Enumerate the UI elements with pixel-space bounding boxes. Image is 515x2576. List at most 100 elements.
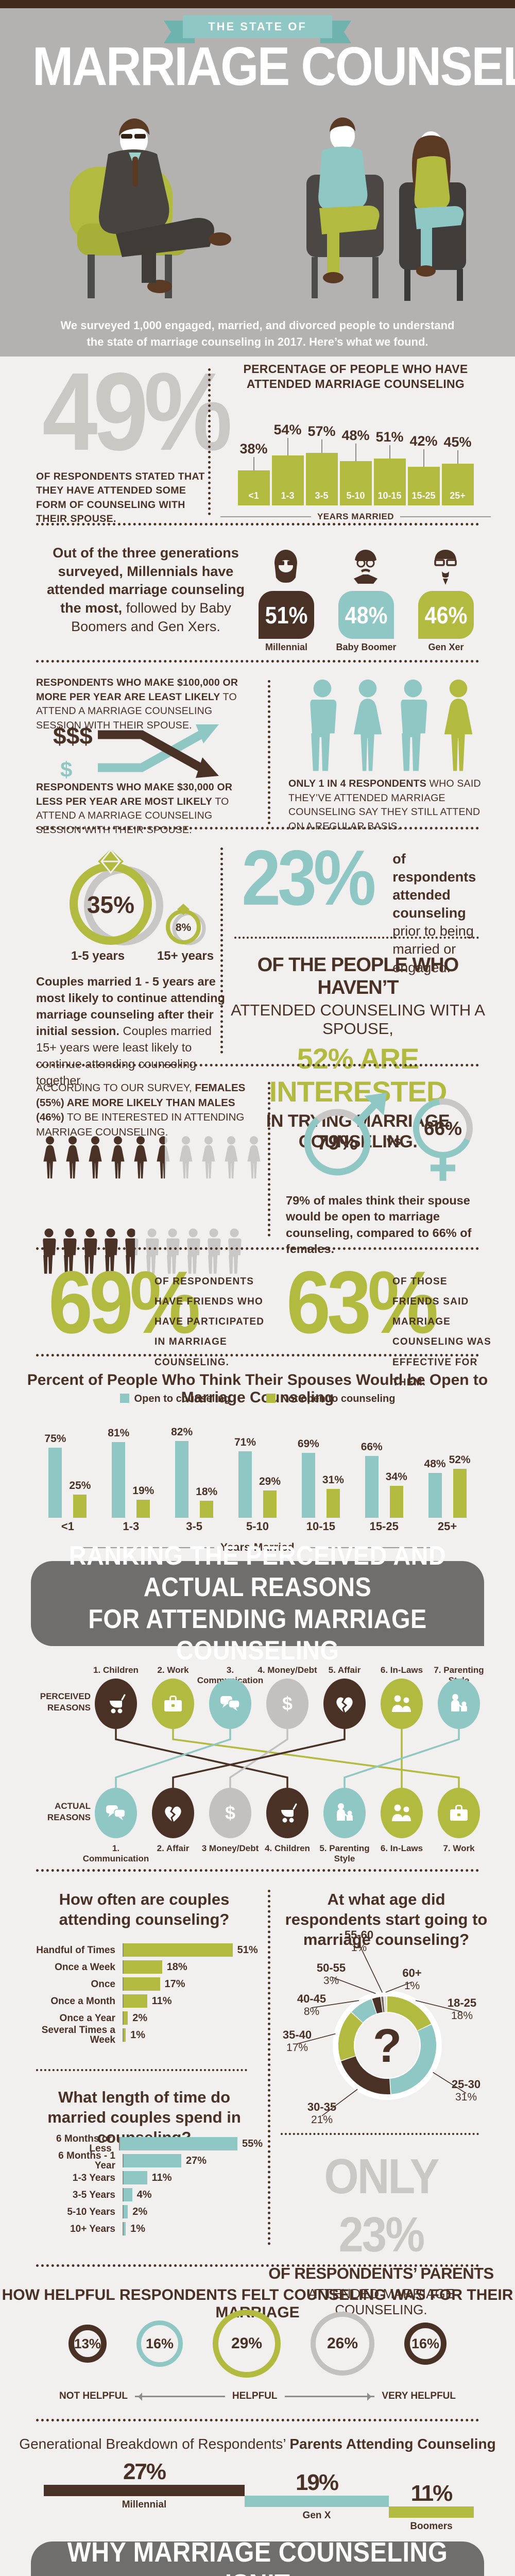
briefcase-icon: [152, 1679, 194, 1729]
svg-text:vs.: vs.: [387, 1134, 405, 1148]
svg-text:18%: 18%: [451, 2010, 473, 2022]
question-mark: ?: [373, 2020, 402, 2072]
generation-card-label: Gen Xer: [428, 642, 464, 652]
inlaws-icon: [381, 1788, 423, 1838]
divider: [268, 680, 270, 824]
ring-small-label: 15+ years: [157, 949, 214, 963]
legend: Open to counseling Not open to counseling: [0, 1393, 515, 1405]
connector-line: [172, 1729, 346, 1788]
divider: [36, 523, 479, 526]
actual-reason-label: 1. Communication: [82, 1843, 149, 1863]
actual-reason-label: 7. Work: [443, 1843, 475, 1853]
gender-text: ACCORDING TO OUR SURVEY, FEMALES (55%) A…: [36, 1082, 246, 1139]
man-icon: [102, 1228, 119, 1275]
parents-bar-label: Millennial: [122, 2499, 167, 2510]
bar: 54% 1-3: [271, 422, 304, 505]
bar-row: 6 Months or Less 55%: [56, 2133, 263, 2154]
stat-23-block: 23% of respondents attended counseling p…: [234, 834, 492, 977]
parents-bar-label: Gen X: [302, 2510, 331, 2521]
man-icon: [305, 679, 339, 773]
bar-group: 48% 52%: [416, 1417, 479, 1518]
bar-row: Once a Week 18%: [36, 1960, 263, 1974]
stat-23-value: 23%: [242, 834, 376, 922]
woman-icon: [244, 1136, 264, 1179]
scale-not-helpful: NOT HELPFUL: [59, 2391, 128, 2401]
heart-icon: [152, 1788, 194, 1838]
generation-card: 46%: [418, 591, 474, 639]
chart-title: PERCENTAGE OF PEOPLE WHO HAVE ATTENDED M…: [243, 362, 468, 391]
stat-69-value: 69%: [48, 1253, 200, 1352]
donut-segment: [338, 1996, 436, 2094]
man-icon: [81, 1228, 99, 1275]
woman-icon: [199, 1136, 218, 1179]
bar-group: 82% 18%: [163, 1417, 226, 1518]
bar-group: 69% 31%: [289, 1417, 352, 1518]
ribbon-label: THE STATE OF: [208, 20, 307, 33]
stat-49-value: 49%: [42, 349, 232, 473]
header: THE STATE OF MARRIAGE COUNSELING: [0, 8, 515, 357]
svg-text:8%: 8%: [176, 922, 192, 934]
connector-line: [115, 1729, 231, 1788]
woman-icon: [221, 1136, 241, 1179]
generation-cards: 51% Millennial 48% Baby Boomer 46% Gen Xer: [252, 536, 489, 661]
bar-group: 81% 19%: [99, 1417, 163, 1518]
svg-text:$: $: [282, 1693, 293, 1714]
svg-text:79%: 79%: [317, 1131, 358, 1154]
parents-bar-label: Boomers: [410, 2521, 453, 2532]
dollar-icon: $: [209, 1788, 251, 1838]
bubbles-icon: [209, 1679, 251, 1729]
stroller-icon: [266, 1788, 308, 1838]
svg-text:40-45: 40-45: [297, 1992, 326, 2005]
divider: [208, 368, 211, 515]
helpful-scale: NOT HELPFUL HELPFUL VERY HELPFUL: [59, 2391, 456, 2402]
actual-reason-label: 2. Affair: [157, 1843, 190, 1853]
donut-segment: [338, 1996, 436, 2094]
parenting-icon: [323, 1788, 366, 1838]
man-icon: [205, 1228, 222, 1275]
svg-text:66%: 66%: [424, 1118, 462, 1139]
woman-icon: [131, 1136, 150, 1179]
parents-chart: 27% Millennial 19% Gen X 11% Boomers: [44, 2459, 474, 2537]
divider: [36, 660, 479, 663]
bubbles-icon: [95, 1788, 137, 1838]
svg-text:17%: 17%: [286, 2042, 308, 2054]
svg-text:21%: 21%: [311, 2114, 333, 2126]
bar-row: Handful of Times 51%: [36, 1943, 263, 1957]
generations-text: Out of the three generations surveyed, M…: [46, 545, 245, 634]
bar-row: Once a Month 11%: [36, 1994, 263, 2008]
parents-bar-value: 19%: [295, 2470, 339, 2495]
bar-chart: 38% <1 54% 1-3 57% 3-5 48% 5-10 51% 10-15 42% 15-25…: [220, 395, 491, 505]
svg-text:31%: 31%: [455, 2091, 477, 2103]
svg-text:50-55: 50-55: [317, 1961, 346, 1974]
bar-group: 75% 25%: [36, 1417, 99, 1518]
top-brown-bar: [0, 0, 515, 8]
perceived-reason-label: 5. Affair: [328, 1665, 361, 1675]
wife-figure: [412, 131, 464, 277]
parents-title: Generational Breakdown of Respondents’ P…: [19, 2436, 496, 2452]
helpful-circle: 16%: [136, 2320, 183, 2367]
actual-reason-label: 4. Children: [265, 1843, 310, 1853]
man-icon: [143, 1228, 161, 1275]
baby-boomer-face-icon: [348, 547, 384, 590]
connector-line: [115, 1729, 288, 1788]
perceived-reason-label: 2. Work: [157, 1665, 189, 1675]
helpful-circle: 13%: [68, 2325, 107, 2363]
svg-text:3%: 3%: [323, 1975, 339, 1987]
perceived-reason-label: 4. Money/Debt: [258, 1665, 317, 1675]
connector-line: [344, 1729, 460, 1788]
length-title: What length of time do married couples s…: [47, 2088, 241, 2146]
bar: 48% 5-10: [339, 428, 372, 505]
length-chart: 6 Months or Less 55% 6 Months - 1 Year 27% 1…: [36, 2133, 263, 2239]
rings-caption: Couples married 1 - 5 years are most lik…: [36, 975, 225, 1087]
actual-labels-row: 1. Communication 2. Affair 3 Money/Debt 4. …: [0, 1843, 515, 1863]
income-arrows-icon: $$$ $: [53, 722, 219, 779]
divider: [268, 1082, 270, 1236]
stat-63-caption: OF THOSE FRIENDS SAID MARRIAGE COUNSELIN…: [392, 1276, 492, 1388]
female-pictograph: [40, 1136, 267, 1179]
bar-row: 10+ Years 1%: [36, 2222, 263, 2235]
scale-very-helpful: VERY HELPFUL: [382, 2391, 456, 2401]
only-23-block: ONLY 23% OF RESPONDENTS’ PARENTS ATTENDE…: [268, 2147, 494, 2318]
woman-icon: [63, 1136, 82, 1179]
svg-text:8%: 8%: [304, 2006, 319, 2018]
